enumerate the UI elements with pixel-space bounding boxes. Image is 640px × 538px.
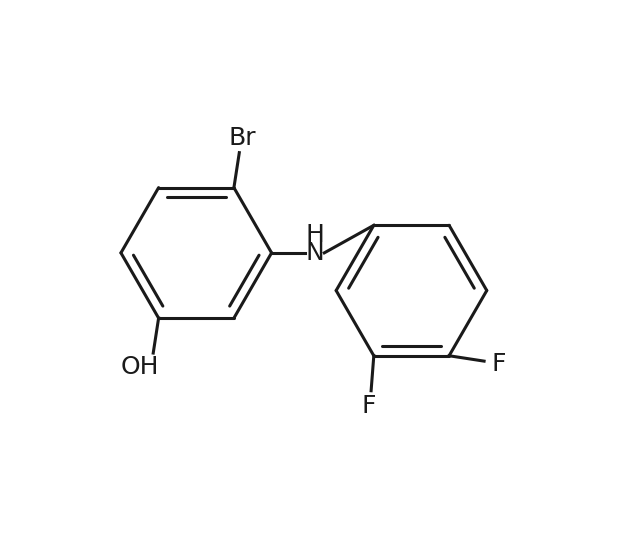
Text: OH: OH — [120, 355, 159, 379]
Text: F: F — [361, 394, 376, 418]
Text: Br: Br — [228, 125, 256, 150]
Text: N: N — [305, 241, 324, 265]
Text: H: H — [305, 223, 324, 247]
Text: F: F — [492, 352, 506, 376]
